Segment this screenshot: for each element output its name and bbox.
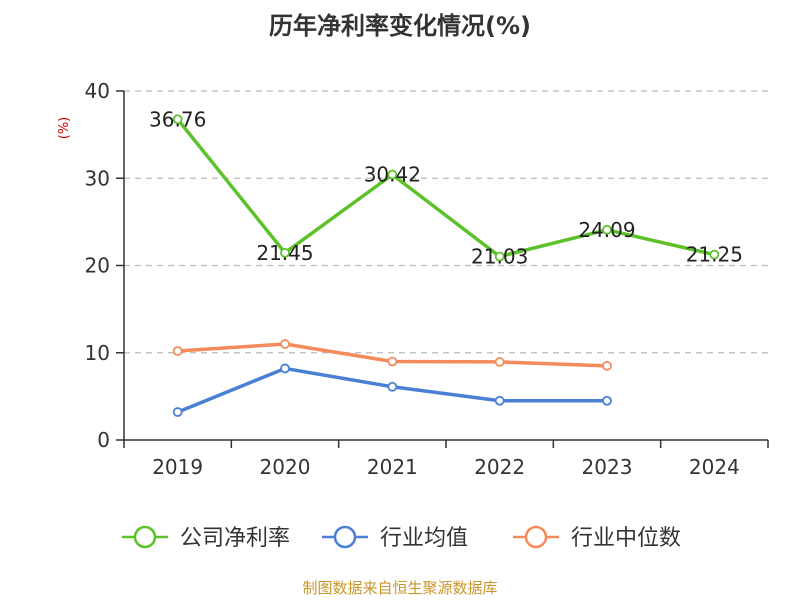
data-point [602,360,612,371]
data-point [494,251,505,262]
x-tick-label: 2021 [367,455,418,479]
data-point [172,114,183,125]
legend-marker [524,525,548,549]
data-labels: 36.76 21.45 30.42 21.03 24.09 21.25 [149,107,743,268]
data-point [387,356,398,367]
data-point [602,395,612,406]
legend-label: 行业中位数 [571,526,681,551]
y-tick-label: 20 [85,254,110,278]
data-point [494,357,505,367]
data-label: 24.09 [578,218,635,242]
data-point [172,346,183,356]
data-point [172,407,183,417]
legend-marker [333,525,357,549]
y-axis-label: (%) [57,117,72,140]
data-point [280,339,290,349]
data-label: 36.76 [149,107,206,131]
legend-marker [133,525,157,549]
data-point [387,381,398,392]
x-tick-label: 2019 [152,455,203,479]
grid-lines [124,90,768,354]
y-tick-label: 40 [85,79,110,103]
y-tick-label: 10 [85,341,110,365]
legend-label: 行业均值 [380,526,468,551]
source-note: 制图数据来自恒生聚源数据库 [302,579,497,597]
legend-label: 公司净利率 [180,526,290,551]
axes: 0 10 20 30 40 2019 2020 2021 2022 2023 2024 [85,79,769,479]
data-point [494,395,505,406]
data-point [602,224,612,235]
data-point [387,169,398,180]
data-label: 30.42 [364,163,421,187]
data-label: 21.03 [471,245,528,269]
chart-title: 历年净利率变化情况(%) [269,12,531,40]
data-label: 21.25 [686,243,743,267]
y-tick-label: 30 [85,166,110,190]
y-tick-label: 0 [97,428,110,452]
data-point [280,247,290,258]
data-point [709,249,720,260]
legend: 公司净利率 行业均值 行业中位数 [122,525,681,551]
x-tick-label: 2020 [260,455,311,479]
data-label: 21.45 [256,241,313,265]
x-tick-label: 2023 [582,455,633,479]
x-tick-label: 2024 [689,455,740,479]
series-lines [172,114,720,417]
x-tick-label: 2022 [474,455,525,479]
series-line-0 [176,118,715,259]
data-point [280,363,290,374]
